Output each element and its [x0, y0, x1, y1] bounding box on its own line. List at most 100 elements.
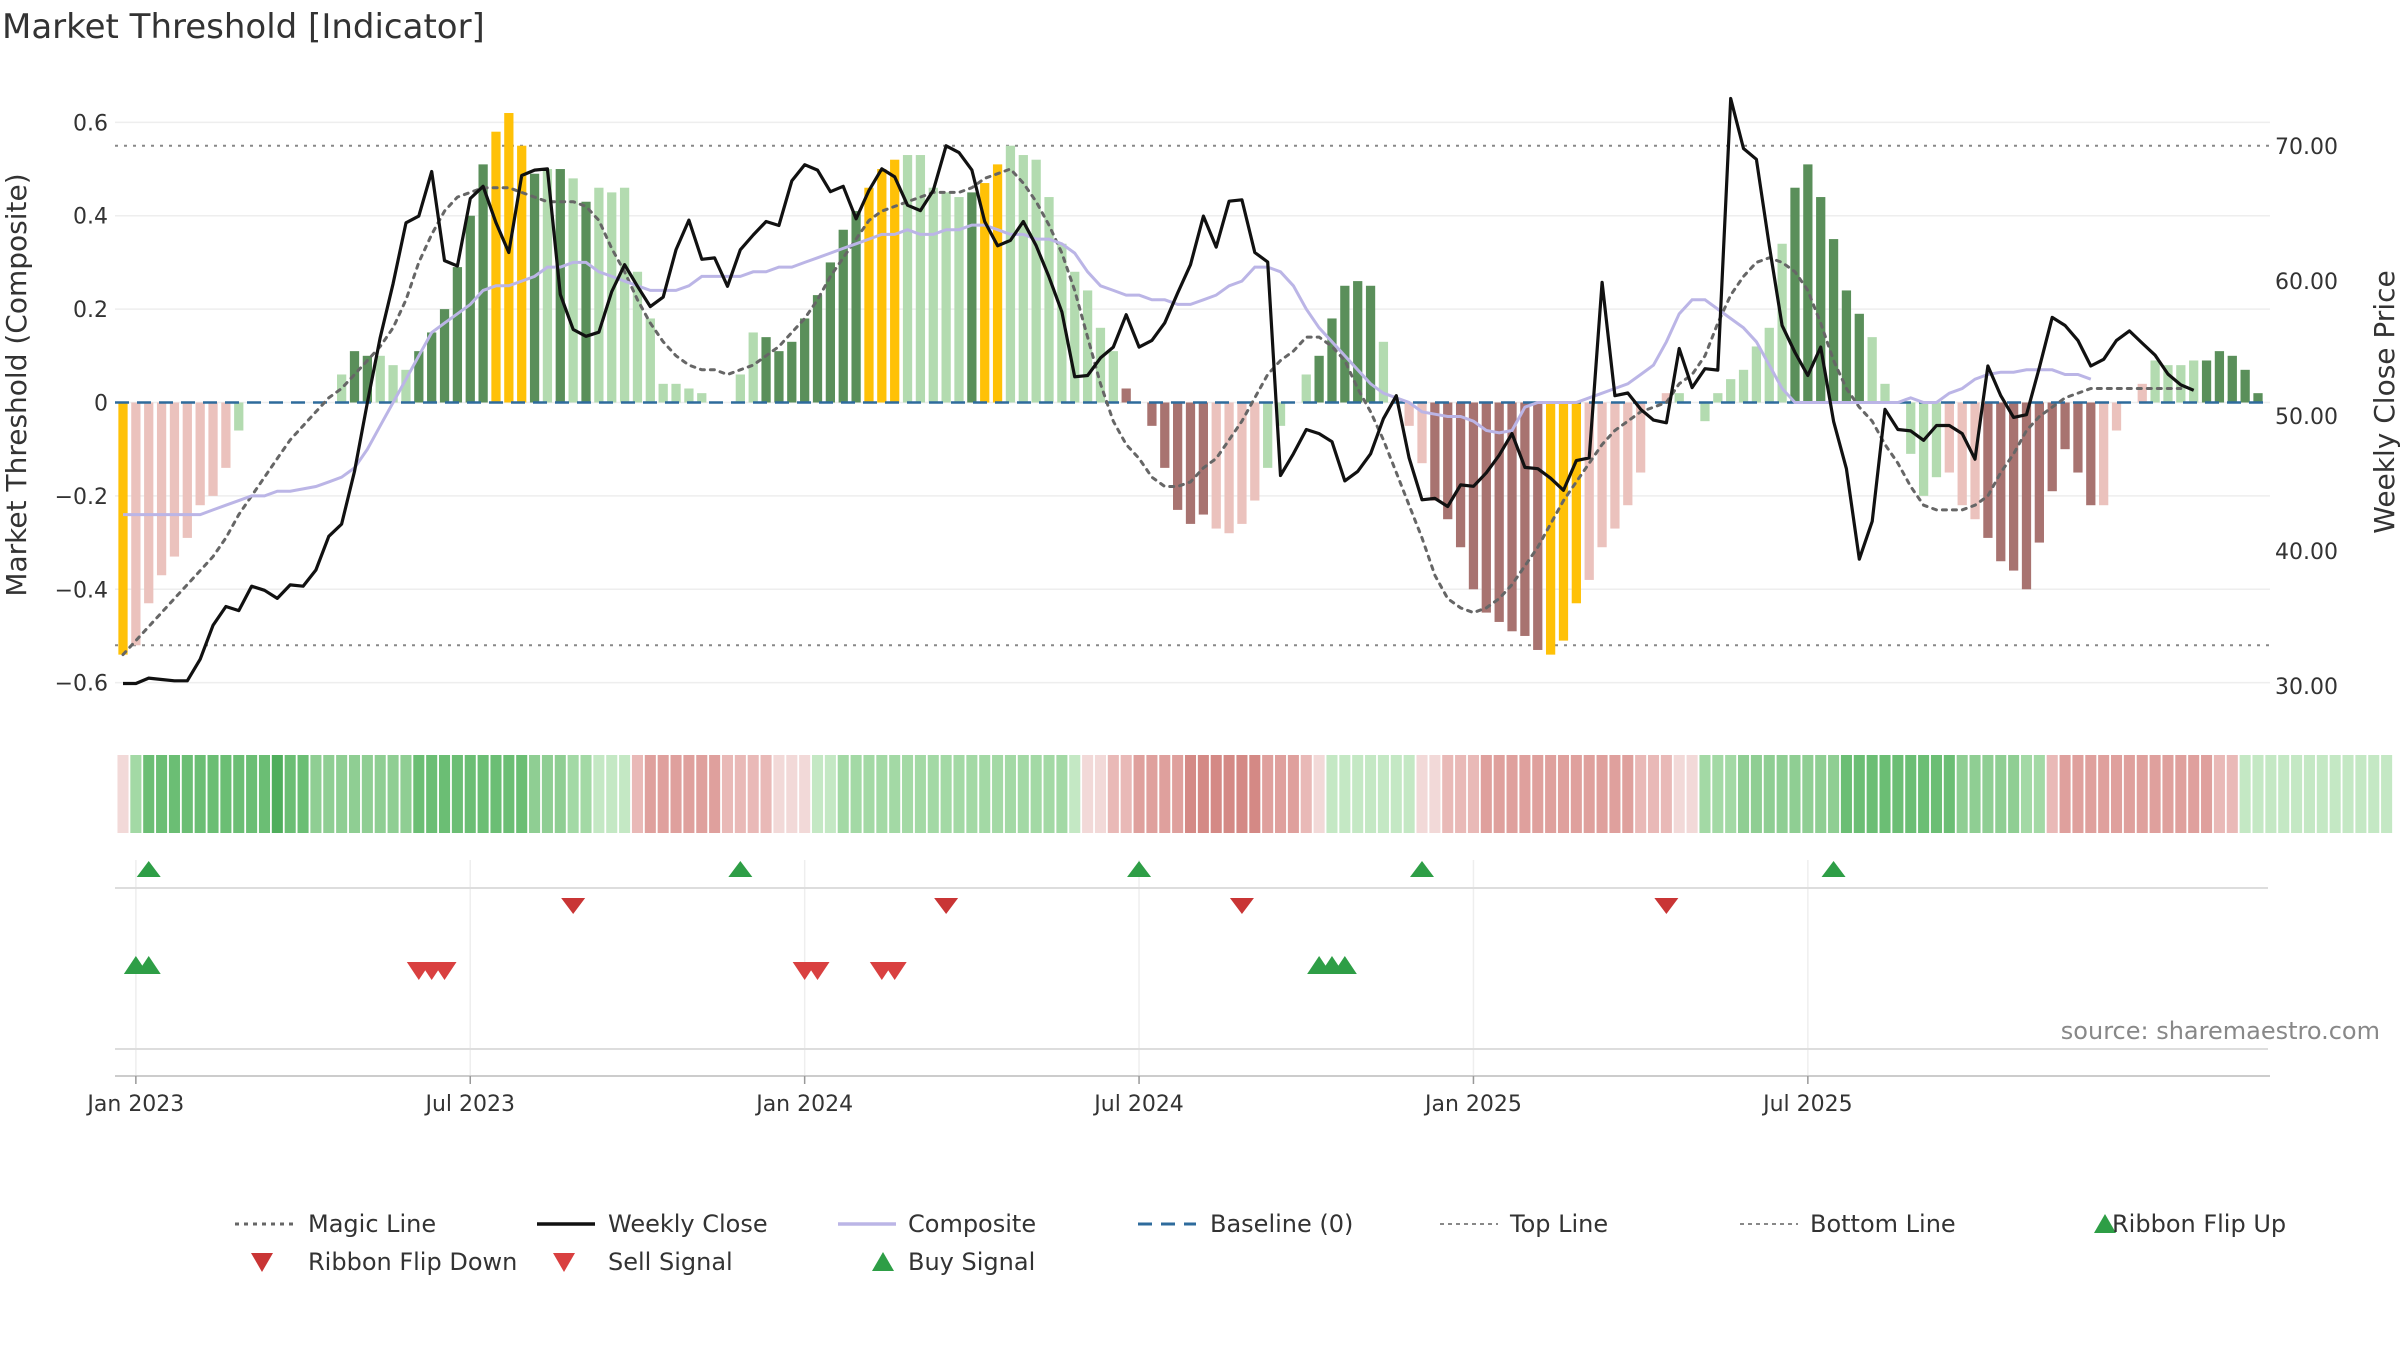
- ribbon-cell: [1210, 755, 1222, 833]
- ribbon-cell: [631, 755, 643, 833]
- ribbon-cell: [1828, 755, 1840, 833]
- ribbon-cell: [2381, 755, 2393, 833]
- histogram-bar: [1455, 402, 1466, 548]
- histogram-bar: [1790, 187, 1800, 403]
- histogram-bar: [195, 402, 205, 506]
- ribbon-flip-up-marker: [1821, 861, 1846, 877]
- histogram-bar: [1816, 197, 1826, 403]
- histogram-bar: [1250, 402, 1260, 501]
- ribbon-cell: [2278, 755, 2290, 833]
- ribbon-cell: [1686, 755, 1698, 833]
- ribbon-cell: [541, 755, 553, 833]
- ribbon-cell: [1583, 755, 1595, 833]
- histogram-bar: [671, 383, 681, 403]
- weekly-close-series: [123, 96, 2195, 686]
- ribbon-cell: [927, 755, 939, 833]
- ribbon-cell: [824, 755, 836, 833]
- ribbon-cell: [850, 755, 862, 833]
- legend-label: Top Line: [1509, 1210, 1608, 1238]
- histogram-bar: [1880, 383, 1890, 403]
- ribbon-cell: [1943, 755, 1955, 833]
- histogram-bar: [414, 351, 424, 403]
- histogram-bar: [890, 159, 900, 403]
- ribbon-cell: [220, 755, 232, 833]
- ribbon-cell: [889, 755, 901, 833]
- legend-label: Baseline (0): [1210, 1210, 1353, 1238]
- histogram-bar: [2111, 402, 2122, 431]
- ribbon-cell: [1879, 755, 1891, 833]
- ribbon-cell: [477, 755, 489, 833]
- ribbon-cell: [683, 755, 695, 833]
- legend-label: Buy Signal: [908, 1248, 1035, 1276]
- axis-ticks: 0.6 0.4 0.2 0 −0.2 −0.4 −0.6 70.00 60.00 50.00 40.…: [55, 111, 2338, 700]
- y-tick-label-right: 60.00: [2275, 270, 2338, 295]
- ribbon-cell: [2059, 755, 2071, 833]
- legend-label: Composite: [908, 1210, 1036, 1238]
- ribbon-cell: [1107, 755, 1119, 833]
- ribbon-cell: [2020, 755, 2033, 833]
- ribbon-cell: [554, 755, 566, 833]
- histogram-bar: [1314, 355, 1324, 403]
- grid: [115, 121, 2270, 1080]
- histogram-bar: [1121, 388, 1131, 403]
- legend-label: Sell Signal: [608, 1248, 733, 1276]
- legend-swatch: [251, 1253, 273, 1272]
- histogram-bar: [2021, 402, 2032, 590]
- histogram-bar: [337, 374, 347, 403]
- histogram-bar: [478, 164, 488, 403]
- ribbon-cell: [670, 755, 682, 833]
- histogram-bar: [1674, 393, 1684, 403]
- ribbon-cell: [181, 755, 193, 833]
- ribbon-cell: [734, 755, 746, 833]
- ribbon-cell: [606, 755, 618, 833]
- ribbon-cell: [1416, 755, 1428, 833]
- ribbon-cell: [1377, 755, 1389, 833]
- ribbon-cell: [439, 755, 451, 833]
- histogram-bar: [851, 211, 861, 403]
- histogram-bar: [1468, 402, 1479, 590]
- histogram-bar: [2099, 402, 2109, 506]
- ribbon-cell: [2175, 755, 2187, 833]
- ribbon-cell: [1236, 755, 1248, 833]
- ribbon-cell: [940, 755, 952, 833]
- ribbon-cell: [1480, 755, 1492, 833]
- histogram-bar: [1173, 402, 1183, 510]
- y-tick-label-left: −0.4: [55, 578, 108, 603]
- histogram-bar: [504, 113, 514, 403]
- histogram-bar: [1957, 402, 1967, 506]
- ribbon-cell: [953, 755, 965, 833]
- histogram-bar: [1430, 402, 1440, 501]
- histogram-bar: [2253, 393, 2263, 403]
- histogram-bar: [491, 131, 501, 403]
- histogram-bar: [902, 155, 913, 403]
- histogram-bar: [2240, 369, 2250, 403]
- histogram-bar: [1301, 374, 1311, 403]
- x-tick-label: Jul 2025: [1761, 1092, 1853, 1117]
- signal-markers: [115, 861, 2268, 1050]
- ribbon-cell: [1905, 755, 1917, 833]
- histogram-bar: [2163, 365, 2173, 403]
- chart-title: Market Threshold [Indicator]: [2, 7, 485, 47]
- ribbon-cell: [2213, 755, 2225, 833]
- ribbon-cell: [2188, 755, 2200, 833]
- ribbon-cell: [2098, 755, 2110, 833]
- histogram-bar: [697, 393, 707, 403]
- histogram-bar: [1494, 402, 1504, 622]
- ribbon-cell: [1557, 755, 1570, 833]
- histogram-bar: [1275, 402, 1286, 426]
- histogram-bar: [2047, 402, 2057, 492]
- ribbon-cell: [2149, 755, 2161, 833]
- ribbon-cell: [1326, 755, 1338, 833]
- ribbon-cell: [1249, 755, 1261, 833]
- ribbon-cell: [1313, 755, 1325, 833]
- histogram-bar: [118, 402, 128, 655]
- ribbon-cell: [567, 755, 579, 833]
- legend-swatch: [2094, 1214, 2116, 1233]
- histogram-bar: [1841, 290, 1852, 403]
- ribbon-cell: [1815, 755, 1827, 833]
- histogram-bar: [2189, 360, 2199, 403]
- histogram-bar: [1533, 402, 1543, 650]
- histogram-bar: [1700, 402, 1710, 422]
- histogram-bar: [362, 355, 372, 403]
- sell-signal-marker: [805, 962, 830, 980]
